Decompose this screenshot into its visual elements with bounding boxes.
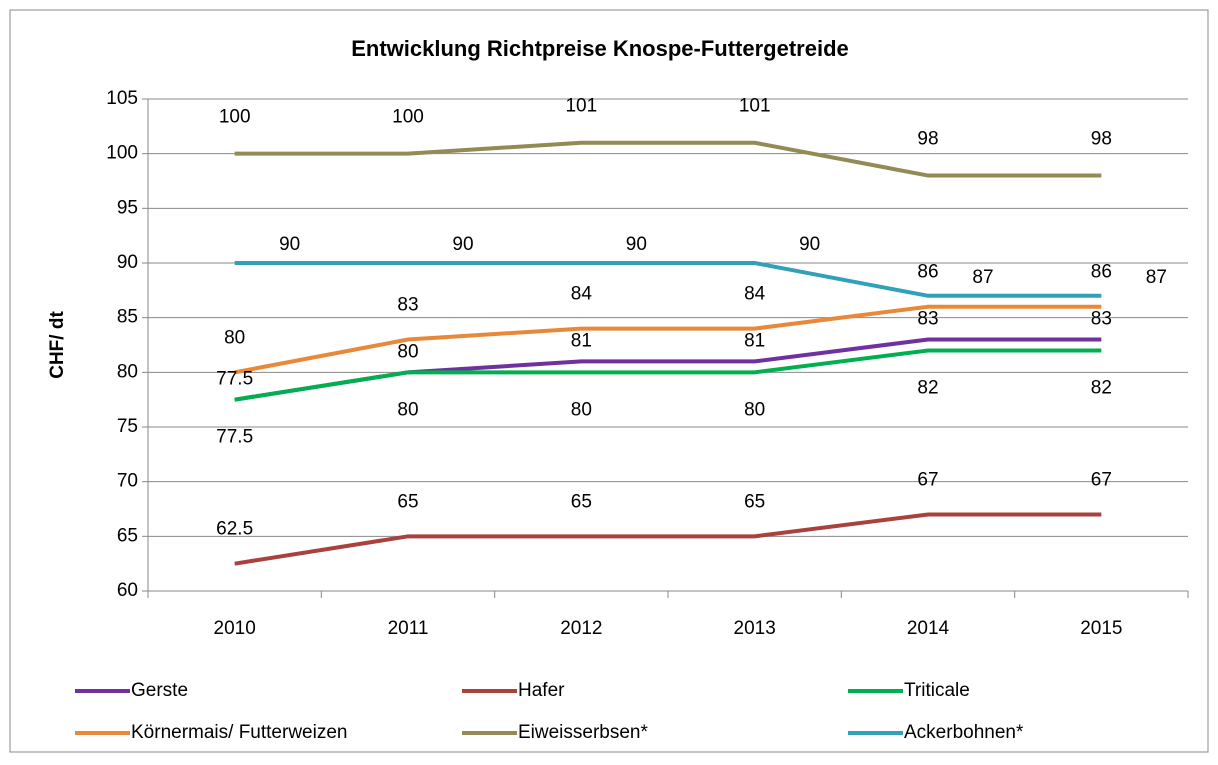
legend-label: Ackerbohnen* [904,722,1024,743]
y-tick-label: 85 [117,307,138,328]
series-line [234,304,1102,375]
data-label: 87 [972,267,993,288]
x-tick-label: 2012 [560,618,602,639]
data-label: 62.5 [216,519,253,540]
data-label: 101 [565,96,597,117]
data-label: 80 [224,327,245,348]
series-line [234,140,1102,178]
data-label: 82 [917,377,938,398]
y-tick-label: 65 [117,525,138,546]
data-label: 90 [626,234,647,255]
data-label: 65 [397,491,418,512]
legend-label: Hafer [518,680,565,701]
legend-label: Eiweisserbsen* [518,722,648,743]
data-label: 80 [744,399,765,420]
y-tick-label: 100 [106,143,138,164]
data-label: 65 [571,491,592,512]
data-label: 98 [1091,129,1112,150]
data-label: 101 [739,96,771,117]
data-label: 80 [397,341,418,362]
data-label: 98 [917,129,938,150]
data-label: 65 [744,491,765,512]
y-tick-label: 95 [117,197,138,218]
y-axis-label: CHF/ dt [47,311,68,379]
data-label: 100 [219,107,251,128]
data-label: 77.5 [216,427,253,448]
data-label: 87 [1146,267,1167,288]
series-line [234,348,1102,402]
data-label: 84 [571,284,593,305]
chart-border [9,9,1209,753]
chart-title: Entwicklung Richtpreise Knospe-Futterget… [351,36,849,61]
data-label: 83 [1091,309,1112,330]
series-line [234,512,1102,566]
y-tick-label: 105 [106,88,138,109]
x-tick-label: 2014 [907,618,950,639]
data-label: 81 [571,330,592,351]
data-label: 81 [744,330,765,351]
y-tick-label: 60 [117,580,138,601]
y-tick-label: 70 [117,471,138,492]
data-label: 80 [571,399,592,420]
legend-label: Gerste [131,680,188,701]
data-label: 86 [917,262,938,283]
data-label: 82 [1091,377,1112,398]
data-label: 67 [1091,469,1112,490]
x-tick-label: 2011 [388,618,429,639]
x-tick-label: 2015 [1080,618,1122,639]
legend-label: Körnermais/ Futterweizen [131,722,347,743]
x-tick-label: 2013 [734,618,776,639]
data-label: 90 [279,234,300,255]
data-label: 90 [799,234,820,255]
data-label: 77.5 [216,369,253,390]
data-label: 67 [917,469,938,490]
y-tick-label: 75 [117,416,138,437]
y-tick-label: 90 [117,252,138,273]
y-tick-label: 80 [117,361,138,382]
data-label: 84 [744,284,766,305]
data-label: 80 [397,399,418,420]
legend-label: Triticale [904,680,970,701]
x-tick-label: 2010 [214,618,256,639]
series-line [234,261,1102,298]
data-label: 83 [917,309,938,330]
data-label: 86 [1091,262,1112,283]
data-label: 90 [452,234,473,255]
data-label: 83 [397,295,418,316]
data-label: 100 [392,107,424,128]
